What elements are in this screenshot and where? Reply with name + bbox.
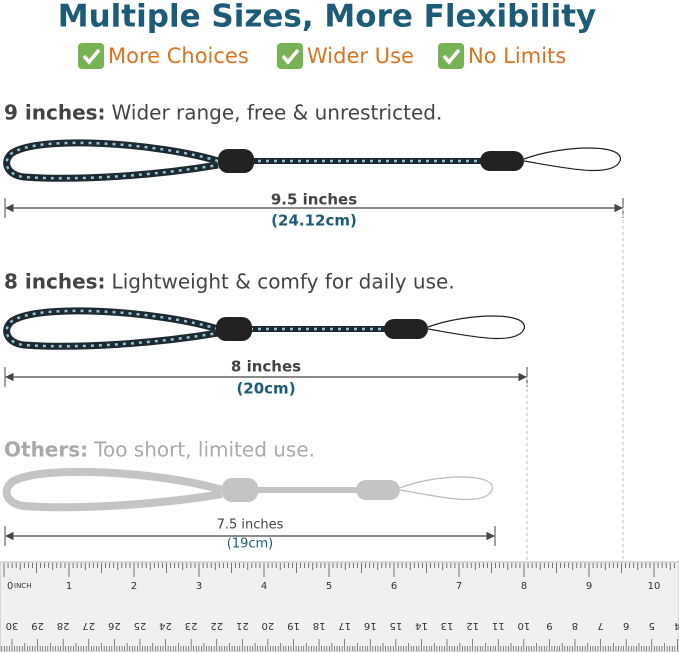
strap-loop <box>2 467 224 512</box>
sections: 9 inches: Wider range, free & unrestricte… <box>2 101 624 562</box>
inch-number: 4 <box>261 581 267 592</box>
inch-number: 6 <box>391 581 397 592</box>
inch-number: 9 <box>586 581 592 592</box>
cm-number: 14 <box>415 620 428 631</box>
strap-pattern <box>5 141 219 180</box>
inch-number: 5 <box>326 581 332 592</box>
cm-number: 23 <box>185 620 198 631</box>
bead <box>480 151 524 171</box>
badges: More Choices Wider Use No Limits <box>78 43 566 69</box>
cm-number: 17 <box>338 620 351 631</box>
cm-number: 24 <box>159 620 172 631</box>
length-label: 8 inches <box>231 358 301 376</box>
inch-number: 1 <box>66 581 72 592</box>
badge: More Choices <box>108 44 249 68</box>
check-icon <box>78 43 104 69</box>
length-label: 7.5 inches <box>217 518 284 533</box>
bead <box>384 319 428 339</box>
cm-number: 20 <box>262 620 275 631</box>
cm-number: 27 <box>82 620 95 631</box>
length-label: 9.5 inches <box>271 191 357 209</box>
section-label: Others: <box>4 438 88 462</box>
section-description: Wider range, free & unrestricted. <box>112 101 443 125</box>
section-description: Lightweight & comfy for daily use. <box>112 270 455 294</box>
cm-number: 9 <box>546 620 552 631</box>
cm-number: 5 <box>649 620 655 631</box>
metric-label: (24.12cm) <box>271 212 357 230</box>
strap-cord <box>218 326 404 332</box>
cm-number: 11 <box>492 620 505 631</box>
section-label: 9 inches: <box>4 101 106 125</box>
cm-number: 15 <box>389 620 402 631</box>
cm-number: 19 <box>287 620 300 631</box>
bead <box>218 149 254 173</box>
section-label: 8 inches: <box>4 270 106 294</box>
cm-number: 26 <box>108 620 121 631</box>
check-mark <box>281 48 300 65</box>
badge: Wider Use <box>307 44 414 68</box>
cm-number: 22 <box>210 620 223 631</box>
inch-number: 7 <box>456 581 462 592</box>
bead <box>356 480 400 500</box>
check-mark <box>442 48 461 65</box>
cm-number: 16 <box>364 620 377 631</box>
cm-number: 4 <box>674 620 679 631</box>
cm-number: 13 <box>441 620 454 631</box>
thin-loop <box>523 147 621 172</box>
strap-loop <box>3 139 220 182</box>
strap-cord <box>218 158 500 164</box>
thin-loop <box>427 315 525 340</box>
check-icon <box>438 43 464 69</box>
section-description: Too short, limited use. <box>93 438 315 462</box>
inch-number: 10 <box>648 581 661 592</box>
cm-number: 6 <box>623 620 629 631</box>
check-mark <box>82 48 101 65</box>
cm-number: 28 <box>57 620 70 631</box>
cm-number: 25 <box>134 620 147 631</box>
inch-number: 8 <box>521 581 527 592</box>
inch-number: 3 <box>196 581 202 592</box>
cm-number: 12 <box>466 620 479 631</box>
cm-number: 29 <box>31 620 44 631</box>
metric-label: (20cm) <box>236 380 295 398</box>
cm-number: 7 <box>597 620 603 631</box>
inch-number: 0 <box>7 581 13 592</box>
cm-number: 30 <box>6 620 19 631</box>
inch-number: 2 <box>131 581 137 592</box>
check-icon <box>277 43 303 69</box>
badge: No Limits <box>468 44 566 68</box>
strap-cord <box>222 487 376 493</box>
cm-number: 10 <box>517 620 530 631</box>
bead <box>222 478 258 502</box>
strap-loop <box>3 307 220 350</box>
title: Multiple Sizes, More Flexibility <box>58 0 596 35</box>
thin-loop <box>399 476 493 501</box>
inch-unit: INCH <box>14 582 31 590</box>
cm-number: 21 <box>236 620 249 631</box>
strap-pattern <box>5 309 219 348</box>
cm-number: 8 <box>572 620 578 631</box>
ruler-body <box>0 561 679 652</box>
metric-label: (19cm) <box>227 537 274 552</box>
bead <box>216 317 252 341</box>
cm-number: 18 <box>313 620 326 631</box>
